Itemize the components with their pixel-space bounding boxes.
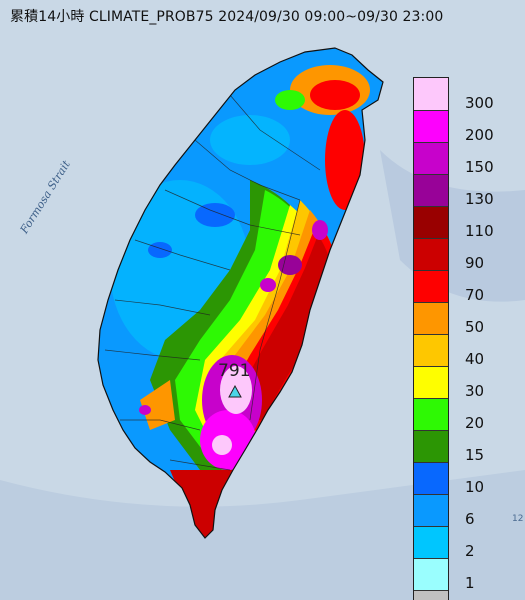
legend-label: 200 [465,126,494,144]
rain-area-2-north [210,115,290,165]
rain-area-10 [195,203,235,227]
corner-text: 12 [512,514,524,524]
rain-area-e-70 [325,110,365,210]
rain-area-300-south [212,435,232,455]
legend-label: 70 [465,286,485,304]
rain-area-sw-150 [139,405,151,415]
legend-label: 150 [465,158,494,176]
peak-value: 791 [218,361,251,381]
legend-swatch [414,462,448,494]
legend-colorbar [413,77,449,600]
legend-label: 15 [465,446,485,464]
legend-swatch [414,558,448,590]
legend-label: 300 [465,94,494,112]
legend-swatch [414,302,448,334]
rain-area-10-west [148,242,172,258]
legend-swatch [414,174,448,206]
rain-area-n-20 [275,90,305,110]
legend-swatch [414,206,448,238]
county-boundaries [104,94,321,471]
legend-label: 1 [465,574,475,592]
legend-label: 130 [465,190,494,208]
rain-area-sw-50 [140,380,175,430]
map-title: 累積14小時 CLIMATE_PROB75 2024/09/30 09:00~0… [10,9,444,25]
legend-swatch [414,334,448,366]
peak-marker [228,384,242,398]
island-outline [97,47,384,539]
legend-label: 6 [465,510,475,528]
legend-swatch [414,430,448,462]
legend-swatch [414,494,448,526]
legend-swatch [414,526,448,558]
rain-area-150-e [260,278,276,292]
rain-area-130 [278,255,302,275]
ocean-shade [0,470,525,600]
legend-label: 10 [465,478,485,496]
legend-label: 40 [465,350,485,368]
legend-swatch [414,270,448,302]
legend-label: 30 [465,382,485,400]
legend-swatch [414,78,448,110]
legend-label: 90 [465,254,485,272]
rain-area-ne-70 [310,80,360,110]
legend-swatch [414,110,448,142]
rain-area-90 [240,235,333,420]
rain-area-150-ne [312,220,328,240]
legend-label: 110 [465,222,494,240]
legend-swatch [414,238,448,270]
legend-swatch [414,366,448,398]
legend-swatch [414,398,448,430]
legend-label: 20 [465,414,485,432]
legend-label: 50 [465,318,485,336]
legend-swatch [414,142,448,174]
legend-label: 2 [465,542,475,560]
legend-swatch [414,590,448,600]
